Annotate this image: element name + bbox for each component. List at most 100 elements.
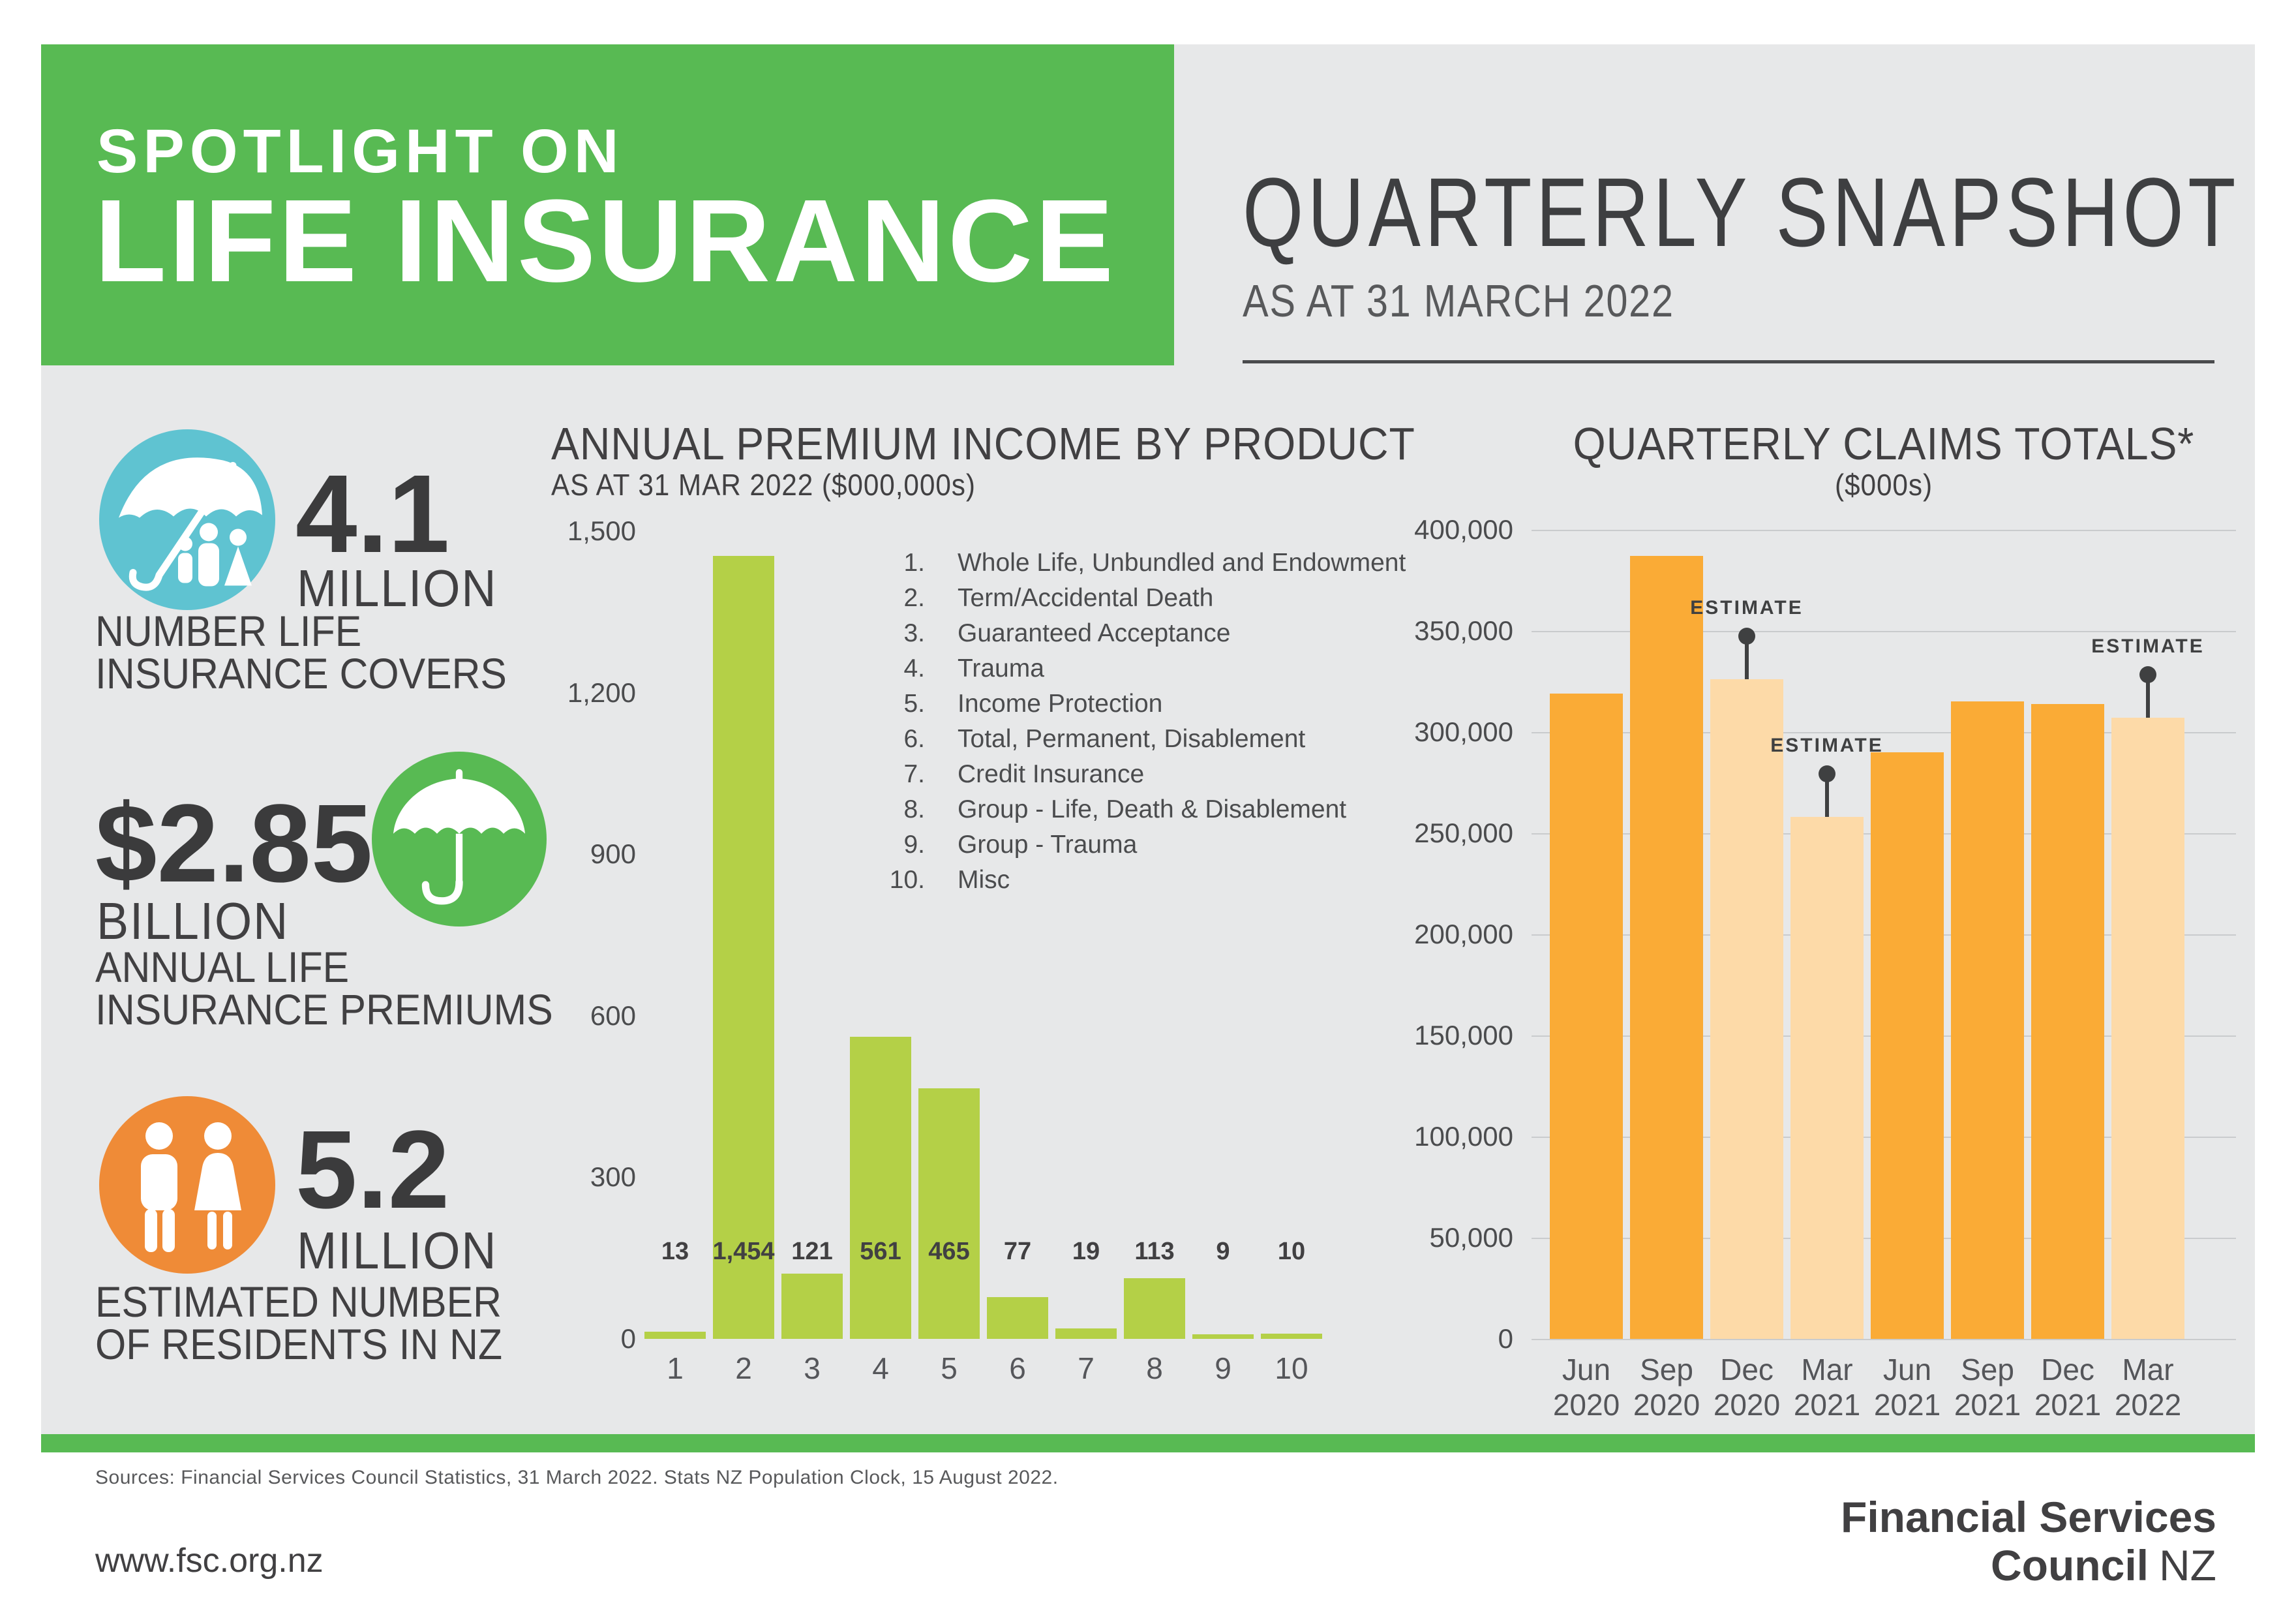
premium-bar	[1261, 1334, 1322, 1339]
claims-ytick: 400,000	[1414, 514, 1513, 545]
claims-xtick: Jun 2020	[1534, 1352, 1639, 1422]
claims-xtick: Sep 2021	[1935, 1352, 2040, 1422]
claims-xtick-year: 2022	[2114, 1388, 2182, 1422]
claims-ytick: 50,000	[1429, 1222, 1513, 1253]
website-link[interactable]: www.fsc.org.nz	[95, 1542, 324, 1580]
umbrella-family-icon	[119, 457, 262, 591]
premium-bar	[1055, 1328, 1117, 1339]
estimate-pin-stem	[1825, 781, 1829, 817]
claims-xtick-month: Mar	[1801, 1353, 1853, 1387]
fsc-logo-line1: Financial Services	[1841, 1493, 2216, 1541]
claims-chart-title: QUARTERLY CLAIMS TOTALS*	[1573, 418, 2195, 469]
claims-xtick-month: Mar	[2122, 1353, 2174, 1387]
premium-ytick: 600	[590, 1000, 636, 1031]
estimate-label: ESTIMATE	[1770, 735, 1884, 756]
premium-legend-label: Whole Life, Unbundled and Endowment	[958, 549, 1406, 577]
estimate-pin-stem	[2146, 682, 2150, 718]
claims-xtick-month: Dec	[1720, 1353, 1774, 1387]
claims-bar	[2031, 704, 2104, 1339]
premium-bar-value: 465	[928, 1238, 970, 1265]
premium-bar-value: 113	[1134, 1238, 1175, 1265]
premium-legend-label: Credit Insurance	[958, 760, 1145, 788]
premium-ytick: 0	[620, 1323, 636, 1354]
estimate-pin-stem	[1745, 643, 1749, 679]
stat-circle-covers	[99, 429, 275, 610]
claims-bar	[1630, 556, 1703, 1339]
premium-xtick: 8	[1146, 1351, 1163, 1385]
premium-legend-label: Misc	[958, 866, 1010, 894]
premium-xtick: 6	[1009, 1351, 1026, 1385]
claims-chart-subtitle: ($000s)	[1835, 468, 1933, 502]
claims-bar	[1790, 817, 1864, 1339]
claims-xtick: Dec 2021	[2016, 1352, 2120, 1422]
estimate-pin-head	[1819, 765, 1835, 782]
stat-label-line: ESTIMATED NUMBER	[95, 1278, 502, 1326]
premium-legend-number: 10.	[889, 866, 925, 894]
fsc-logo-council: Council	[1991, 1541, 2149, 1589]
claims-ytick: 150,000	[1414, 1020, 1513, 1050]
premium-bar	[850, 1037, 911, 1339]
stat-label-line: NUMBER LIFE	[95, 607, 362, 655]
premium-bar	[1124, 1278, 1185, 1339]
premium-bar-value: 1,454	[712, 1238, 775, 1265]
stat-label-line: INSURANCE PREMIUMS	[95, 985, 553, 1034]
premium-legend-label: Term/Accidental Death	[958, 584, 1214, 612]
claims-xtick-year: 2020	[1633, 1388, 1700, 1422]
claims-xtick-year: 2021	[2034, 1388, 2102, 1422]
fsc-logo: Financial Services Council NZ	[1729, 1493, 2216, 1589]
stat-circle-residents	[99, 1096, 275, 1274]
premium-bar	[713, 556, 774, 1339]
fsc-logo-line2: Council NZ	[1729, 1541, 2216, 1589]
claims-bar	[1951, 701, 2024, 1339]
stat-circle-premiums	[372, 752, 547, 927]
premium-ytick: 300	[590, 1161, 636, 1193]
premium-bar	[987, 1297, 1048, 1339]
claims-xtick: Mar 2022	[2096, 1352, 2200, 1422]
claims-ytick: 300,000	[1414, 716, 1513, 747]
stat-label-residents: ESTIMATED NUMBER OF RESIDENTS IN NZ	[95, 1278, 502, 1366]
stat-value-residents: 5.2	[295, 1108, 450, 1232]
claims-gridline	[1532, 1339, 2236, 1340]
premium-bar	[644, 1332, 706, 1339]
sources-note: Sources: Financial Services Council Stat…	[95, 1467, 1059, 1488]
estimate-pin-head	[1738, 628, 1755, 645]
premium-ytick: 1,200	[567, 677, 636, 708]
premium-bar-value: 561	[860, 1238, 901, 1265]
premium-legend-label: Group - Life, Death & Disablement	[958, 795, 1347, 823]
stat-unit-residents: MILLION	[297, 1221, 498, 1279]
claims-xtick-month: Sep	[1640, 1353, 1693, 1387]
premium-legend-number: 3.	[903, 619, 925, 647]
claims-bar	[1871, 752, 1944, 1339]
claims-gridline	[1532, 631, 2236, 632]
premium-legend-number: 9.	[903, 831, 925, 859]
premium-legend-number: 5.	[903, 690, 925, 718]
claims-xtick-month: Jun	[1882, 1353, 1932, 1387]
premium-legend-number: 6.	[903, 725, 925, 753]
premium-bar	[781, 1274, 843, 1339]
claims-xtick-month: Dec	[2041, 1353, 2094, 1387]
premium-bar-value: 19	[1072, 1238, 1100, 1265]
claims-gridline	[1532, 732, 2236, 733]
premium-chart-title: ANNUAL PREMIUM INCOME BY PRODUCT	[551, 418, 1415, 469]
premium-bar-value: 13	[661, 1238, 689, 1265]
claims-xtick-year: 2020	[1552, 1388, 1620, 1422]
premium-bar-value: 9	[1216, 1238, 1230, 1265]
premium-legend-label: Guaranteed Acceptance	[958, 619, 1231, 647]
premium-legend-label: Income Protection	[958, 690, 1163, 718]
premium-legend-number: 4.	[903, 654, 925, 682]
claims-ytick: 100,000	[1414, 1121, 1513, 1152]
stat-unit-covers: MILLION	[297, 559, 498, 617]
snapshot-date: AS AT 31 MARCH 2022	[1243, 275, 1674, 326]
premium-legend-number: 7.	[903, 760, 925, 788]
premium-bar-value: 77	[1003, 1238, 1032, 1265]
premium-legend-label: Group - Trauma	[958, 831, 1138, 859]
premium-xtick: 5	[941, 1351, 958, 1385]
claims-gridline	[1532, 530, 2236, 531]
premium-bar-value: 10	[1277, 1238, 1306, 1265]
premium-ytick: 1,500	[567, 515, 636, 546]
claims-xtick-month: Sep	[1961, 1353, 2014, 1387]
premium-xtick: 3	[804, 1351, 821, 1385]
claims-bar	[1550, 694, 1623, 1339]
bottom-green-strip	[41, 1434, 2255, 1452]
